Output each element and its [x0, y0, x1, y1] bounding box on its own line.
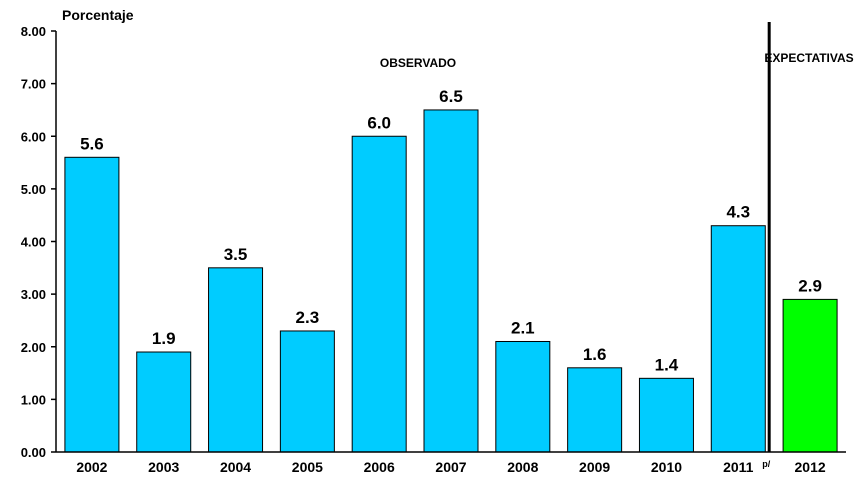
x-tick-label-2009: 2009 [579, 459, 610, 475]
x-tick-label-2012: 2012 [795, 459, 826, 475]
observed-annotation: OBSERVADO [380, 56, 456, 70]
bar-2010 [638, 377, 694, 453]
y-tick-label: 7.00 [21, 77, 46, 92]
bar-2007 [423, 109, 479, 453]
x-tick-label-2008: 2008 [507, 459, 538, 475]
bar-2008 [495, 340, 551, 453]
x-tick-label-2003: 2003 [148, 459, 179, 475]
y-axis-label: Porcentaje [62, 7, 134, 23]
data-label-2005: 2.3 [296, 308, 320, 327]
bar-2012 [782, 298, 838, 453]
bar-2006 [351, 135, 407, 453]
bar-2009 [567, 367, 623, 453]
x-tick-label-2004: 2004 [220, 459, 251, 475]
bar-2005 [279, 330, 335, 453]
data-label-2004: 3.5 [224, 245, 248, 264]
x-tick-suffix: p/ [762, 459, 770, 469]
x-tick-label-2006: 2006 [364, 459, 395, 475]
x-tick-label-2005: 2005 [292, 459, 323, 475]
data-label-2012: 2.9 [798, 276, 822, 295]
data-label-2006: 6.0 [367, 113, 391, 132]
y-tick-label: 6.00 [21, 129, 46, 144]
y-tick-label: 3.00 [21, 287, 46, 302]
y-tick-label: 1.00 [21, 392, 46, 407]
data-label-2010: 1.4 [655, 355, 679, 374]
bar-2004 [208, 267, 264, 453]
y-tick-label: 4.00 [21, 235, 46, 250]
bars [64, 109, 838, 453]
data-label-2002: 5.6 [80, 134, 104, 153]
data-label-2003: 1.9 [152, 329, 176, 348]
data-label-2011: 4.3 [726, 203, 750, 222]
y-tick-label: 8.00 [21, 24, 46, 39]
y-axis: 0.00 1.00 2.00 3.00 4.00 5.00 6.00 7.00 8.00 [21, 24, 57, 460]
data-label-2009: 1.6 [583, 345, 607, 364]
bar-2002 [64, 156, 120, 453]
data-label-2008: 2.1 [511, 318, 535, 337]
y-tick-label: 2.00 [21, 340, 46, 355]
data-label-2007: 6.5 [439, 87, 463, 106]
bar-2003 [136, 351, 192, 453]
expected-annotation: EXPECTATIVAS [764, 51, 853, 65]
x-axis: 2002 2003 2004 2005 2006 2007 2008 2009 2010 2011… [56, 451, 846, 475]
data-labels: 5.6 1.9 3.5 2.3 6.0 6.5 2.1 1.6 1.4 4.3 2.9 [80, 87, 822, 374]
x-tick-label-2002: 2002 [76, 459, 107, 475]
bar-2011 [710, 225, 766, 453]
y-tick-label: 5.00 [21, 182, 46, 197]
x-tick-label-2010: 2010 [651, 459, 682, 475]
x-tick-label-2011: 2011 [723, 459, 754, 475]
x-tick-label-2007: 2007 [435, 459, 466, 475]
y-tick-label: 0.00 [21, 445, 46, 460]
